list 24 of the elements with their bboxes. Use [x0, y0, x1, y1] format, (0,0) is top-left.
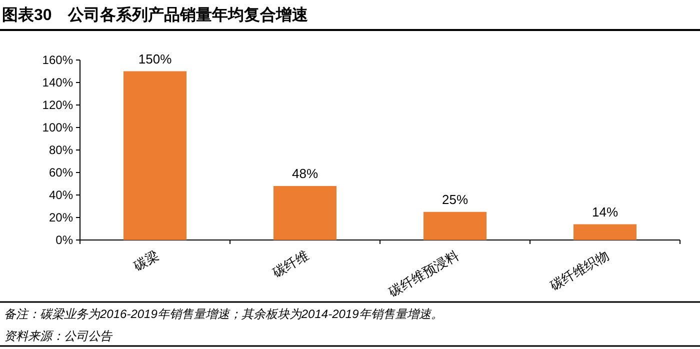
x-tick-label: 碳纤维织物 [546, 247, 612, 294]
text: 资料来源：公司公告 [4, 329, 113, 343]
x-tick-label: 碳纤维 [268, 247, 312, 280]
bar [424, 212, 486, 240]
y-tick-label: 20% [48, 210, 74, 225]
y-tick-label: 140% [42, 76, 74, 90]
y-tick-label: 40% [48, 188, 74, 202]
bar [124, 71, 186, 240]
data-label: 48% [292, 166, 318, 181]
y-tick-label: 160% [42, 53, 74, 68]
y-tick-label: 0% [56, 233, 74, 248]
bar [274, 186, 336, 240]
y-tick-label: 80% [48, 143, 74, 158]
text: 备注：碳梁业务为2016-2019年销售量增速；其余板块为2014-2019年销售量增速。 [4, 307, 443, 321]
bar [574, 224, 636, 240]
data-label: 25% [442, 192, 468, 207]
y-tick-label: 120% [42, 98, 74, 112]
data-label: 150% [138, 51, 172, 66]
data-label: 14% [592, 204, 618, 220]
chart-title: 图表30 公司各系列产品销量年均复合增速 [2, 6, 309, 24]
y-tick-label: 60% [48, 166, 74, 180]
y-tick-label: 100% [42, 120, 74, 135]
x-tick-label: 碳纤维预浸料 [385, 247, 462, 300]
x-tick-label: 碳梁 [130, 247, 162, 274]
